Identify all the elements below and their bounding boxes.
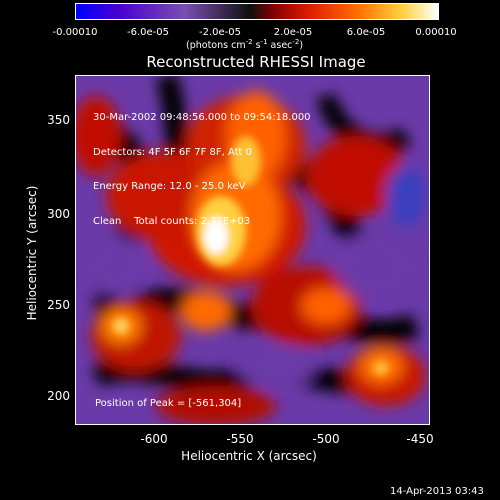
colorbar-tick-label: 0.00010 bbox=[415, 27, 457, 38]
colorbar bbox=[75, 3, 439, 20]
colorbar-tick-label: -6.0e-05 bbox=[127, 27, 169, 38]
rhessi-image bbox=[75, 75, 430, 425]
clean-total-counts: Clean Total counts: 2.77E+03 bbox=[93, 215, 251, 227]
page-title: Reconstructed RHESSI Image bbox=[146, 53, 366, 71]
peak-position: Position of Peak = [-561,304] bbox=[95, 398, 242, 409]
y-tick-label: 250 bbox=[47, 298, 70, 312]
x-tick-label: -500 bbox=[312, 432, 340, 446]
x-axis-label: Heliocentric X (arcsec) bbox=[181, 449, 317, 463]
footer-timestamp: 14-Apr-2013 03:43 bbox=[390, 486, 484, 497]
y-tick-label: 350 bbox=[47, 113, 70, 127]
observation-info: 30-Mar-2002 09:48:56.000 to 09:54:18.000… bbox=[93, 89, 311, 239]
energy-range: Energy Range: 12.0 - 25.0 keV bbox=[93, 181, 246, 192]
y-tick-label: 300 bbox=[47, 207, 70, 221]
colorbar-tick-label: 2.0e-05 bbox=[273, 27, 313, 38]
x-tick-label: -600 bbox=[140, 432, 168, 446]
observation-time: 30-Mar-2002 09:48:56.000 to 09:54:18.000 bbox=[93, 112, 311, 123]
rhessi-image-map bbox=[76, 76, 429, 424]
y-axis-label: Heliocentric Y (arcsec) bbox=[25, 185, 39, 321]
colorbar-tick-label: -0.00010 bbox=[52, 27, 98, 38]
y-tick-label: 200 bbox=[47, 389, 70, 403]
colorbar-tick-label: -2.0e-05 bbox=[199, 27, 241, 38]
detectors-info: Detectors: 4F 5F 6F 7F 8F, Att 0 bbox=[93, 146, 253, 158]
colorbar-tick-label: 6.0e-05 bbox=[346, 27, 386, 38]
x-tick-label: -550 bbox=[226, 432, 254, 446]
colorbar-units: (photons cm-2 s-1 asec-2) bbox=[186, 38, 304, 52]
x-tick-label: -450 bbox=[406, 432, 434, 446]
